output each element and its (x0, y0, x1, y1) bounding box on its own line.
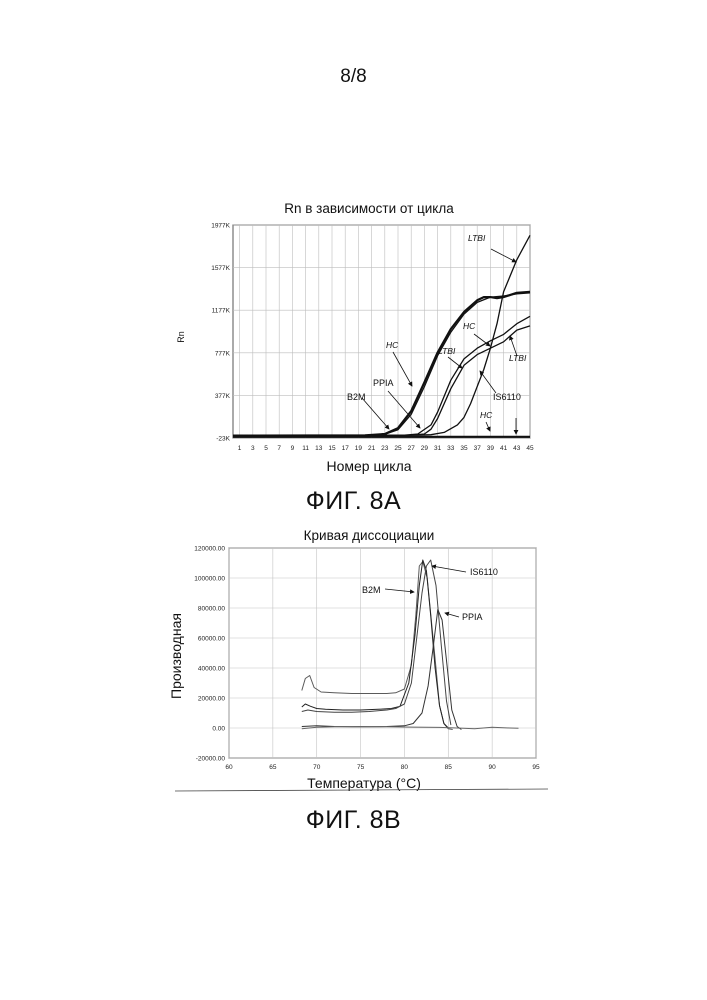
figure-b-label: ФИГ. 8B (0, 806, 707, 835)
chart-b-y-tick-label: -20000.00 (196, 756, 226, 763)
chart-b-x-tick-label: 60 (225, 764, 233, 771)
chart-b-y-tick-label: 0.00 (212, 726, 225, 733)
chart-b-x-tick-label: 65 (269, 764, 277, 771)
chart-b-title: Кривая диссоциации (304, 528, 435, 543)
chart-b-y-axis-label: Производная (168, 613, 184, 699)
chart-b-annotation: B2M (362, 585, 381, 595)
chart-b-y-tick-label: 100000.00 (194, 576, 225, 583)
chart-b-x-axis-label: Температура (°C) (307, 775, 421, 791)
chart-b-annotation: PPIA (462, 612, 483, 622)
chart-b-y-tick-label: 80000.00 (198, 606, 225, 613)
chart-b-x-tick-label: 70 (313, 764, 321, 771)
chart-b-y-tick-label: 40000.00 (198, 666, 225, 673)
chart-b-x-tick-label: 75 (357, 764, 365, 771)
chart-b-x-tick-label: 80 (401, 764, 409, 771)
chart-b-x-tick-label: 85 (445, 764, 453, 771)
chart-b-x-tick-label: 90 (489, 764, 497, 771)
chart-b-y-tick-label: 20000.00 (198, 696, 225, 703)
chart-b-y-tick-label: 60000.00 (198, 636, 225, 643)
chart-b-x-tick-label: 95 (532, 764, 540, 771)
chart-b-y-tick-label: 120000.00 (194, 546, 225, 553)
chart-b-annotation: IS6110 (470, 567, 498, 577)
